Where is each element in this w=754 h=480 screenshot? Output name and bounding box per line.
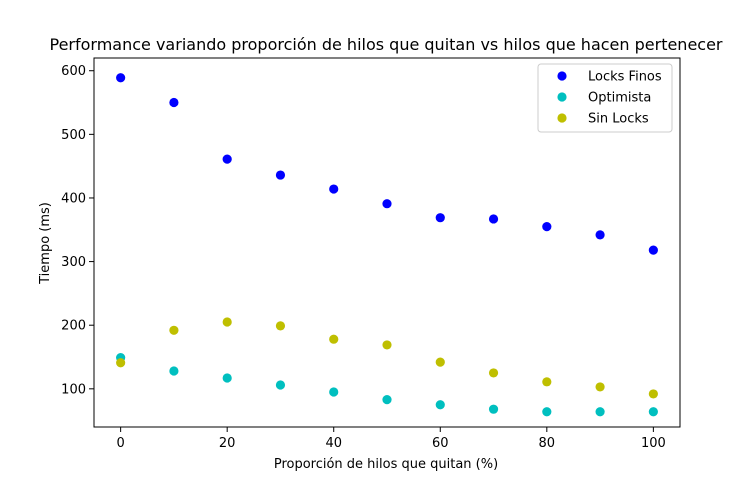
data-point	[542, 221, 552, 232]
data-point	[329, 334, 339, 344]
legend-marker	[557, 113, 567, 123]
legend-label: Sin Locks	[588, 112, 649, 127]
data-point	[382, 199, 392, 209]
axes: 0 20 40 60 80 100 100 200 300 400 500 600	[61, 57, 681, 451]
data-point	[648, 407, 658, 417]
data-point	[275, 321, 286, 331]
data-point	[329, 184, 339, 194]
legend-marker	[557, 71, 567, 81]
legend: Locks Finos Optimista Sin Locks	[537, 63, 673, 133]
data-point	[542, 377, 552, 387]
y-tick-label: 100	[61, 382, 86, 397]
data-point	[382, 340, 392, 350]
plot-frame	[93, 57, 681, 428]
x-tick-label: 60	[432, 436, 449, 451]
y-tick-label: 400	[61, 191, 86, 206]
data-point	[648, 245, 658, 255]
legend-marker	[557, 92, 567, 102]
y-tick-label: 200	[61, 319, 86, 334]
legend-label: Locks Finos	[588, 70, 662, 85]
data-point	[382, 395, 392, 405]
data-point	[435, 357, 445, 367]
data-points	[116, 73, 658, 417]
x-tick-label: 0	[116, 436, 124, 451]
x-tick-label: 80	[539, 436, 556, 451]
x-tick-label: 100	[641, 436, 666, 451]
data-point	[222, 317, 232, 327]
data-point	[275, 170, 286, 180]
x-axis-label: Proporción de hilos que quitan (%)	[274, 457, 498, 472]
data-point	[595, 382, 605, 392]
x-tick-label: 20	[219, 436, 236, 451]
data-point	[435, 400, 445, 410]
data-point	[488, 214, 499, 224]
data-point	[648, 389, 658, 399]
data-point	[595, 230, 605, 240]
y-tick-label: 300	[61, 255, 86, 270]
data-point	[116, 358, 126, 368]
legend-box	[537, 63, 673, 133]
data-point	[275, 380, 286, 390]
data-point	[169, 97, 179, 108]
data-point	[116, 73, 126, 83]
data-point	[488, 404, 499, 414]
y-axis-label: Tiempo (ms)	[38, 202, 53, 285]
legend-label: Optimista	[588, 91, 651, 106]
x-tick-label: 40	[325, 436, 342, 451]
y-tick-label: 500	[61, 128, 86, 143]
chart-title: Performance variando proporción de hilos…	[49, 35, 722, 54]
data-point	[169, 325, 179, 335]
data-point	[542, 407, 552, 417]
y-tick-label: 600	[61, 64, 86, 79]
data-point	[222, 154, 232, 164]
data-point	[435, 213, 445, 223]
data-point	[595, 407, 605, 417]
data-point	[488, 368, 499, 378]
data-point	[329, 387, 339, 397]
data-point	[169, 366, 179, 376]
data-point	[222, 373, 232, 383]
